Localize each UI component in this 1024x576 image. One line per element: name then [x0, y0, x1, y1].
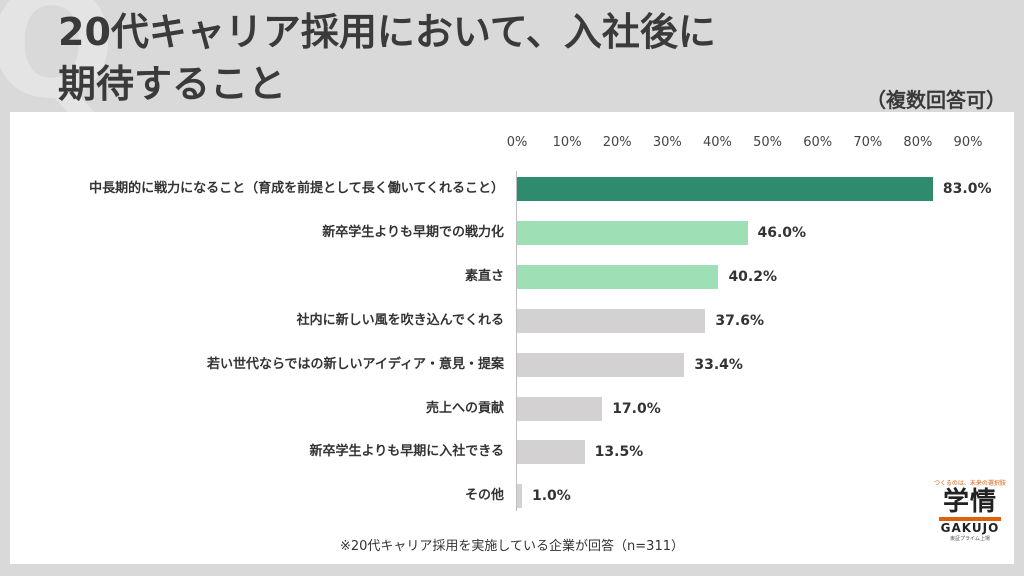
logo-sub: 東証プライム上場 — [950, 536, 990, 542]
bar — [517, 440, 585, 465]
value-label: 46.0% — [757, 224, 807, 241]
value-label: 1.0% — [532, 488, 571, 505]
value-label: 13.5% — [594, 444, 644, 461]
value-label: 17.0% — [612, 400, 661, 417]
bar — [517, 352, 685, 377]
gakujo-logo: つくるのは、未来の選択肢 学情 GAKUJO 東証プライム上場 — [922, 478, 1018, 570]
x-tick-label: 50% — [753, 135, 782, 150]
bar — [517, 220, 748, 245]
page-title: 20代キャリア採用において、入社後に 期待すること — [58, 6, 818, 110]
category-label: 素直さ — [464, 268, 504, 284]
question-mark-decoration: Q — [0, 0, 116, 132]
bar — [517, 264, 719, 289]
logo-accent-bar — [939, 517, 1001, 521]
category-label: 売上への貢献 — [425, 400, 504, 416]
x-tick-label: 20% — [602, 135, 632, 150]
category-label: 中長期的に戦力になること（育成を前提として長く働いてくれること） — [89, 181, 504, 196]
x-tick-label: 0% — [506, 135, 528, 150]
x-tick-label: 10% — [552, 135, 582, 150]
x-tick-label: 60% — [803, 135, 833, 150]
x-tick-label: 30% — [652, 135, 682, 150]
category-label: その他 — [464, 488, 504, 504]
x-tick-label: 70% — [853, 135, 883, 150]
footnote: ※20代キャリア採用を実施している企業が回答（n=311） — [340, 539, 684, 554]
x-tick-label: 80% — [903, 135, 933, 150]
x-tick-label: 40% — [702, 135, 732, 150]
bar — [517, 308, 706, 333]
bar — [517, 396, 603, 421]
x-tick-label: 90% — [953, 135, 983, 150]
value-label: 40.2% — [728, 268, 778, 285]
value-label: 33.4% — [694, 356, 743, 373]
title-line-1: 20代キャリア採用において、入社後に — [58, 10, 716, 54]
logo-name-en: GAKUJO — [940, 521, 1000, 535]
bar — [517, 484, 522, 509]
category-label: 新卒学生よりも早期での戦力化 — [322, 224, 504, 240]
category-label: 若い世代ならではの新しいアイディア・意見・提案 — [206, 356, 504, 372]
bar — [517, 177, 933, 201]
y-axis-line — [516, 171, 517, 511]
logo-tagline: つくるのは、未来の選択肢 — [934, 480, 1006, 487]
value-label: 83.0% — [942, 181, 992, 197]
value-label: 37.6% — [715, 312, 764, 329]
title-line-2: 期待すること — [58, 62, 287, 106]
multi-answer-note: （複数回答可） — [866, 88, 1006, 112]
category-label: 新卒学生よりも早期に入社できる — [309, 444, 504, 460]
logo-name-jp: 学情 — [942, 487, 997, 517]
category-label: 社内に新しい風を吹き込んでくれる — [296, 312, 504, 328]
